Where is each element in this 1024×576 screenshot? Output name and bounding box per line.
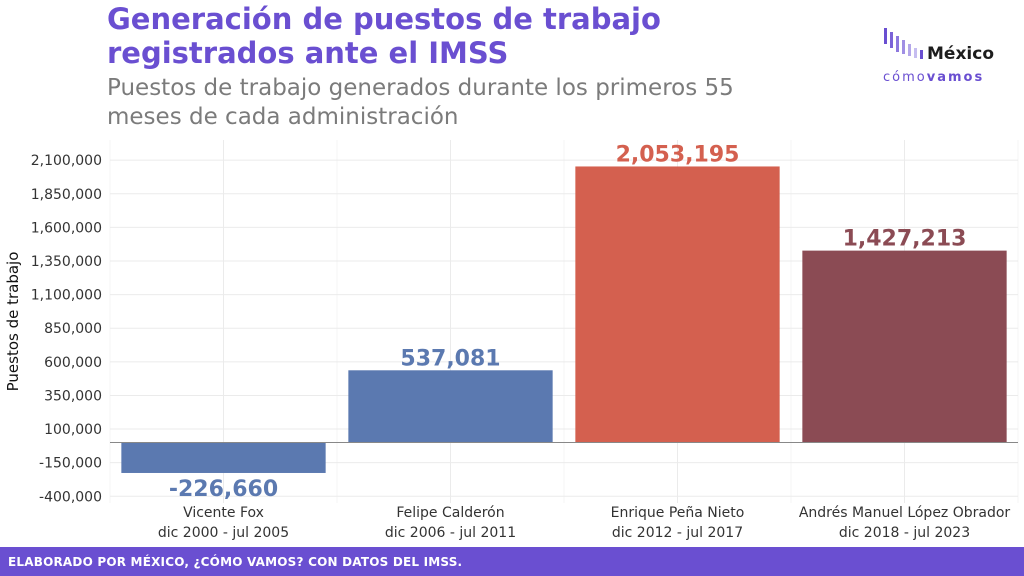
data-label: -226,660 bbox=[169, 477, 278, 502]
x-tick-label: dic 2000 - jul 2005 bbox=[158, 525, 289, 541]
y-tick-label: -400,000 bbox=[39, 489, 102, 505]
logo-bars-icon bbox=[884, 28, 923, 59]
x-tick-label: Enrique Peña Nieto bbox=[611, 505, 745, 521]
y-tick-label: 350,000 bbox=[44, 388, 102, 404]
y-tick-label: 1,100,000 bbox=[31, 288, 102, 304]
x-tick-label: Andrés Manuel López Obrador bbox=[799, 505, 1011, 521]
chart-subtitle: Puestos de trabajo generados durante los… bbox=[107, 75, 734, 130]
x-tick-label: dic 2018 - jul 2023 bbox=[839, 525, 970, 541]
y-tick-label: 100,000 bbox=[44, 422, 102, 438]
y-tick-label: -150,000 bbox=[39, 456, 102, 472]
logo-sub-text: cómovamos bbox=[883, 70, 984, 85]
x-tick-label: Felipe Calderón bbox=[396, 505, 504, 521]
bar bbox=[575, 166, 780, 443]
y-tick-label: 600,000 bbox=[44, 355, 102, 371]
bar-chart: -400,000 -150,000 100,000 350,000 600,000 850… bbox=[4, 140, 1019, 541]
data-label: 537,081 bbox=[400, 346, 500, 371]
mexico-como-vamos-logo: México cómovamos bbox=[880, 26, 1010, 88]
y-tick-label: 850,000 bbox=[44, 321, 102, 337]
y-tick-label: 1,350,000 bbox=[31, 254, 102, 270]
y-tick-label: 1,850,000 bbox=[31, 187, 102, 203]
x-tick-label: dic 2012 - jul 2017 bbox=[612, 525, 743, 541]
footer-bar: ELABORADO POR MÉXICO, ¿CÓMO VAMOS? CON D… bbox=[0, 547, 1024, 576]
bar bbox=[121, 442, 326, 473]
data-label: 2,053,195 bbox=[616, 142, 740, 167]
data-label: 1,427,213 bbox=[843, 227, 967, 252]
x-tick-label: Vicente Fox bbox=[183, 505, 264, 521]
logo-main-text: México bbox=[927, 44, 994, 64]
logo-sub-bold: vamos bbox=[926, 70, 985, 85]
bar bbox=[348, 370, 553, 443]
logo-sub-light: cómo bbox=[883, 70, 927, 85]
y-tick-label: 2,100,000 bbox=[31, 153, 102, 169]
y-tick-label: 1,600,000 bbox=[31, 220, 102, 236]
y-axis-title: Puestos de trabajo bbox=[4, 252, 22, 392]
chart-title: Generación de puestos de trabajo registr… bbox=[107, 2, 661, 70]
footer-source-text: ELABORADO POR MÉXICO, ¿CÓMO VAMOS? CON D… bbox=[8, 555, 463, 569]
bar bbox=[802, 250, 1007, 443]
x-tick-label: dic 2006 - jul 2011 bbox=[385, 525, 516, 541]
